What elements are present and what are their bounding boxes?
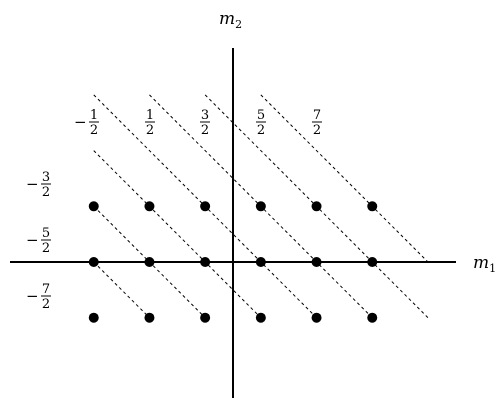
lattice-points (88, 201, 378, 323)
fraction-label: −12 (74, 108, 99, 138)
fraction-numerator: 1 (146, 108, 154, 123)
diagonal-line (93, 150, 262, 319)
lattice-point (200, 257, 211, 267)
fraction-numerator: 3 (201, 108, 209, 123)
fraction-denominator: 2 (42, 297, 50, 312)
minus-sign: − (26, 231, 39, 249)
lattice-point (367, 257, 378, 267)
left-diagonal-labels: −32− 52− 72 (26, 170, 51, 312)
fraction-numerator: 5 (257, 108, 265, 123)
fraction-label: 32 (200, 108, 210, 138)
fraction-denominator: 2 (42, 241, 50, 256)
fraction-denominator: 2 (257, 123, 265, 138)
lattice-point (88, 257, 99, 267)
fraction-label: 52 (256, 108, 266, 138)
fraction-numerator: 7 (313, 108, 321, 123)
fraction-numerator: 7 (42, 282, 50, 297)
minus-sign: − (74, 113, 87, 131)
lattice-point (200, 312, 211, 323)
fraction-denominator: 2 (313, 123, 321, 138)
minus-sign: − (26, 287, 39, 305)
lattice-point (88, 312, 99, 323)
lattice-point (255, 312, 266, 323)
lattice-point (144, 201, 155, 212)
lattice-point (367, 312, 378, 323)
fraction-denominator: 2 (90, 123, 98, 138)
fraction-denominator: 2 (146, 123, 154, 138)
fraction-label: −52 (26, 226, 51, 256)
diagonal-line (93, 261, 150, 319)
m2-axis-label: m2 (219, 9, 242, 31)
m1-axis-label: m1 (473, 253, 496, 275)
lattice-point (200, 201, 211, 212)
lattice-point (367, 201, 378, 212)
minus-sign: − (26, 175, 39, 193)
lattice-point (311, 312, 322, 323)
fraction-label: 12 (145, 108, 155, 138)
fraction-numerator: 3 (42, 170, 50, 185)
fraction-numerator: 1 (90, 108, 98, 123)
lattice-point (88, 201, 99, 212)
fraction-label: 72 (312, 108, 322, 138)
fraction-numerator: 5 (42, 226, 50, 241)
lattice-point (144, 257, 155, 267)
lattice-point (311, 201, 322, 212)
fraction-denominator: 2 (201, 123, 209, 138)
lattice-point (144, 312, 155, 323)
lattice-point (255, 257, 266, 267)
lattice-point (311, 257, 322, 267)
lattice-point (255, 201, 266, 212)
fraction-denominator: 2 (42, 185, 50, 200)
fraction-label: −72 (26, 282, 51, 312)
diagonal-line (260, 94, 429, 263)
fraction-label: −32 (26, 170, 51, 200)
